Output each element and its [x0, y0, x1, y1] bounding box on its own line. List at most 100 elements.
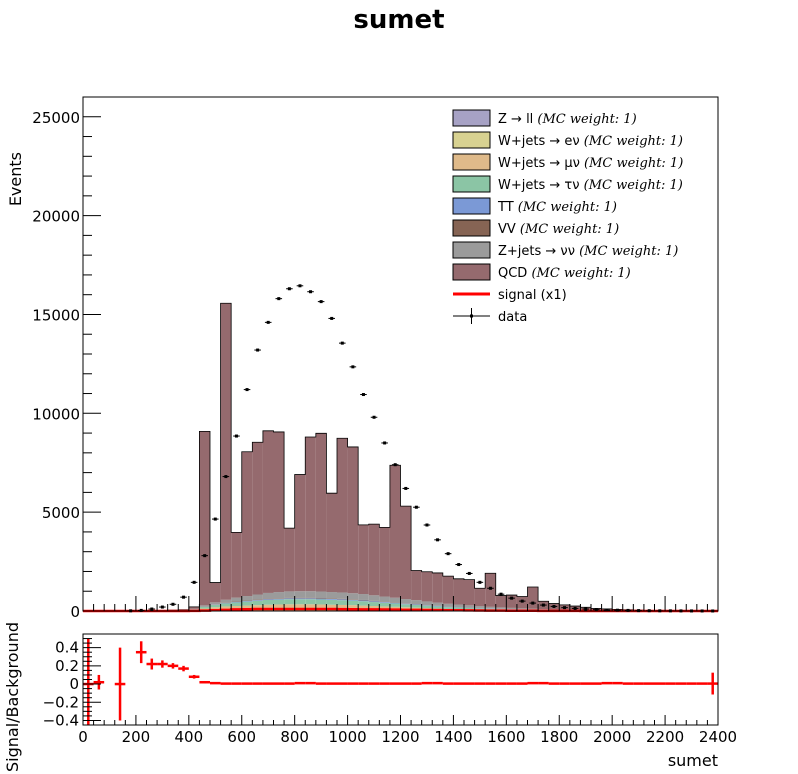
ratio-point: [411, 682, 422, 685]
legend-swatch: [452, 263, 491, 281]
ratio-point: [315, 682, 327, 685]
ratio-point: [368, 682, 380, 685]
ratio-point: [707, 672, 718, 695]
ratio-point: [379, 682, 390, 685]
ratio-point: [527, 681, 539, 685]
data-point: [182, 595, 186, 599]
stack-bar: [284, 598, 295, 600]
x-tick-label: 1600: [487, 728, 525, 746]
stack-bar: [337, 598, 348, 600]
stack-bar: [411, 607, 422, 610]
data-point: [256, 348, 260, 352]
stack-bar: [210, 607, 221, 610]
data-point: [457, 563, 461, 567]
stack-bar: [538, 609, 549, 610]
y-tick-label: 10000: [32, 405, 80, 423]
stack-bar: [464, 579, 475, 606]
stack-bar: [485, 608, 496, 610]
ratio-point: [284, 682, 295, 685]
legend-entry: signal (x1): [453, 288, 567, 303]
x-tick-label: 200: [122, 728, 151, 746]
data-point: [404, 486, 408, 490]
stack-bar: [284, 599, 295, 605]
stack-bar: [262, 600, 274, 605]
data-point: [340, 341, 344, 345]
ratio-point: [294, 681, 306, 685]
stack-bar: [231, 602, 242, 607]
ratio-point: [421, 681, 433, 685]
stack-bar: [495, 595, 507, 608]
stack-bar: [432, 606, 443, 609]
x-tick-label: 2400: [699, 728, 737, 746]
stack-bar: [368, 606, 380, 609]
ratio-point: [696, 682, 708, 685]
y-tick-label: 0: [70, 603, 80, 621]
legend-label: Z+jets → νν (MC weight: 1): [498, 244, 678, 259]
ratio-plot: [83, 638, 718, 725]
stack-bar: [241, 605, 253, 609]
data-point: [615, 608, 619, 612]
stack-bar: [262, 430, 274, 593]
ratio-point: [114, 647, 126, 721]
stack-bar: [326, 598, 337, 600]
stack-bar: [442, 603, 454, 607]
ratio-point: [135, 641, 147, 664]
data-point: [160, 605, 164, 609]
stack-bar: [273, 592, 285, 599]
data-point: [531, 601, 535, 605]
data-point: [150, 607, 154, 611]
stack-bar: [411, 570, 422, 601]
x-tick-label: 1400: [434, 728, 472, 746]
data-point: [245, 388, 249, 392]
stack-bar: [315, 598, 327, 600]
legend-label: W+jets → μν (MC weight: 1): [498, 156, 683, 171]
ratio-point: [453, 682, 464, 685]
legend-marker: [470, 314, 473, 318]
ratio-point: [83, 638, 94, 725]
stack-bar: [188, 606, 200, 609]
ratio-point: [464, 682, 475, 685]
stack-bar: [474, 588, 486, 607]
y-tick-label: 25000: [32, 109, 80, 127]
stack-bar: [199, 431, 210, 606]
ratio-point: [400, 682, 412, 685]
ratio-point: [326, 682, 337, 685]
data-point: [287, 287, 291, 291]
ratio-point: [305, 681, 316, 685]
stack-bar: [273, 604, 285, 608]
legend-entry: data: [453, 308, 527, 325]
data-point: [414, 505, 418, 509]
ratio-y-axis-label: Signal/Background: [3, 622, 22, 772]
x-tick-label: 400: [175, 728, 204, 746]
x-tick-label: 2200: [646, 728, 684, 746]
data-point: [552, 604, 556, 608]
ratio-point: [188, 674, 200, 679]
data-point: [139, 608, 143, 612]
legend: Z → ll (MC weight: 1) W+jets → eν (MC wei…: [452, 109, 683, 325]
legend-label: QCD (MC weight: 1): [498, 266, 631, 281]
ratio-point: [241, 682, 253, 685]
stack-bar: [358, 594, 369, 600]
data-point: [425, 523, 429, 527]
stack-bar: [527, 608, 539, 610]
x-tick-label: 2000: [593, 728, 631, 746]
stack-bar: [220, 603, 232, 607]
stack-bar: [326, 493, 337, 593]
ratio-point: [580, 682, 591, 685]
stack-bar: [315, 433, 327, 592]
data-point: [584, 607, 588, 611]
stack-bar: [305, 591, 316, 598]
data-point: [594, 608, 598, 612]
stack-bar: [411, 600, 422, 605]
data-point: [446, 552, 450, 556]
stack-bar: [485, 606, 496, 609]
data-point: [203, 554, 207, 558]
legend-label: data: [498, 310, 527, 325]
legend-swatch: [452, 109, 491, 127]
ratio-point: [612, 681, 623, 685]
ratio-point: [548, 682, 560, 685]
ratio-point: [358, 682, 369, 685]
data-point: [499, 592, 503, 596]
stack-bar: [252, 600, 263, 601]
